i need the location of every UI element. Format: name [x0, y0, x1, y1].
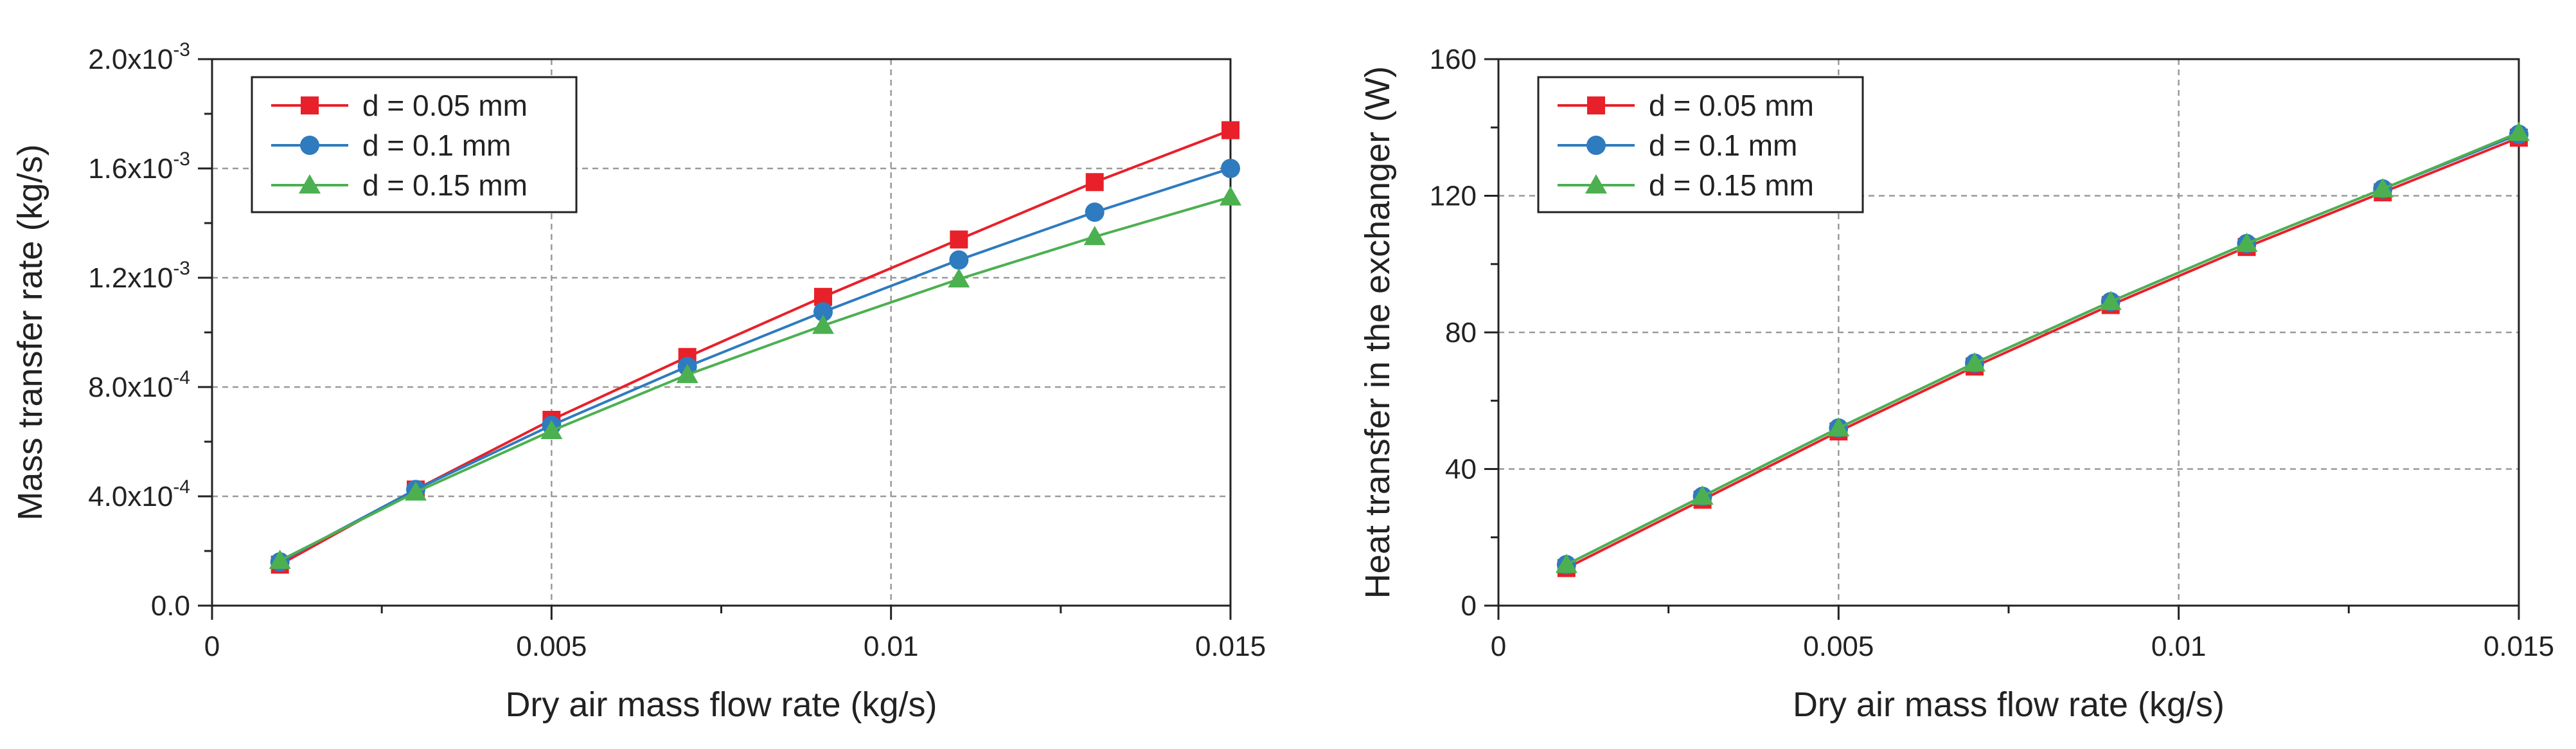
- data-point: [1085, 173, 1104, 192]
- y-tick-mantissa: 80: [1445, 317, 1477, 348]
- y-tick-mantissa: 4.0x10: [88, 481, 173, 512]
- data-point: [405, 481, 427, 501]
- data-point: [1220, 186, 1241, 206]
- y-tick-label: 4.0x10-4: [88, 476, 190, 512]
- data-point: [948, 268, 970, 288]
- y-tick-mantissa: 8.0x10: [88, 372, 173, 403]
- legend-label: d = 0.1 mm: [1649, 129, 1797, 162]
- data-point: [2099, 291, 2122, 311]
- y-tick-label: 2.0x10-3: [88, 39, 190, 75]
- y-tick-mantissa: 0.0: [151, 590, 190, 622]
- legend-marker: [301, 96, 319, 114]
- mass-transfer-chart: 0 0.005 0.01 0.0150.04.0x10-48.0x10-41.2x10…: [11, 39, 1266, 724]
- data-point: [813, 302, 833, 322]
- y-tick-label: 0: [1461, 590, 1477, 622]
- data-point: [1221, 159, 1240, 178]
- data-point: [1827, 417, 1850, 437]
- y-tick-mantissa: 1.6x10: [88, 153, 173, 185]
- legend-label: d = 0.1 mm: [362, 129, 511, 162]
- y-tick-label: 160: [1430, 44, 1477, 75]
- y-tick-mantissa: 2.0x10: [88, 44, 173, 75]
- x-tick-label: 0.005: [516, 631, 587, 662]
- y-tick-mantissa: 1.2x10: [88, 262, 173, 294]
- legend-marker: [1586, 136, 1606, 155]
- series-line: [279, 167, 1231, 563]
- data-point: [1964, 352, 1986, 372]
- legend-marker: [299, 174, 321, 194]
- y-tick-label: 1.6x10-3: [88, 149, 190, 185]
- y-tick-mantissa: 40: [1445, 454, 1477, 485]
- series-line: [279, 195, 1231, 562]
- y-tick-exponent: -4: [173, 476, 190, 498]
- series-line: [1565, 136, 2519, 570]
- y-tick-label: 0.0: [151, 590, 190, 622]
- data-point: [269, 549, 291, 569]
- x-tick-label: 0.015: [2483, 631, 2554, 662]
- y-axis-title: Heat transfer in the exchanger (W): [1358, 66, 1397, 599]
- data-point: [2508, 122, 2530, 141]
- y-tick-label: 40: [1445, 454, 1477, 485]
- y-tick-mantissa: 0: [1461, 590, 1477, 622]
- data-point: [2235, 232, 2258, 252]
- legend-label: d = 0.15 mm: [1649, 168, 1814, 202]
- legend-marker: [1587, 96, 1605, 114]
- legend: d = 0.05 mm d = 0.1 mm d = 0.15 mm: [251, 76, 578, 213]
- data-point: [949, 250, 969, 270]
- y-tick-label: 80: [1445, 317, 1477, 348]
- legend: d = 0.05 mm d = 0.1 mm d = 0.15 mm: [1537, 76, 1864, 213]
- x-axis-title: Dry air mass flow rate (kg/s): [1793, 685, 2225, 724]
- data-point: [1691, 485, 1714, 505]
- data-point: [1221, 121, 1239, 140]
- data-point: [1085, 203, 1105, 222]
- legend-label: d = 0.15 mm: [362, 168, 528, 202]
- data-point: [2372, 177, 2394, 197]
- legend-marker: [300, 136, 319, 155]
- y-tick-label: 8.0x10-4: [88, 367, 190, 403]
- x-tick-label: 0.01: [864, 631, 919, 662]
- x-tick-label: 0: [1491, 631, 1506, 662]
- data-point: [1555, 554, 1577, 573]
- x-tick-label: 0.01: [2151, 631, 2207, 662]
- x-tick-label: 0.015: [1195, 631, 1266, 662]
- y-axis-title: Mass transfer rate (kg/s): [11, 144, 49, 520]
- y-tick-exponent: -3: [173, 149, 190, 170]
- data-point: [812, 314, 834, 334]
- legend-marker: [1585, 174, 1607, 194]
- legend-label: d = 0.05 mm: [362, 89, 528, 122]
- y-tick-label: 1.2x10-3: [88, 258, 190, 294]
- data-point: [950, 230, 968, 249]
- data-point: [676, 363, 698, 383]
- y-tick-label: 120: [1430, 181, 1477, 212]
- legend-label: d = 0.05 mm: [1649, 89, 1814, 122]
- y-tick-exponent: -3: [173, 39, 190, 60]
- y-tick-mantissa: 160: [1430, 44, 1477, 75]
- y-tick-mantissa: 120: [1430, 181, 1477, 212]
- x-tick-label: 0: [204, 631, 220, 662]
- series-line: [1565, 131, 2519, 566]
- y-tick-exponent: -3: [173, 258, 190, 279]
- x-axis-title: Dry air mass flow rate (kg/s): [505, 685, 937, 724]
- heat-transfer-chart: 0 0.005 0.01 0.015 0 40 80 120 160 Dry air mass f…: [1358, 44, 2554, 724]
- data-point: [540, 420, 563, 439]
- y-tick-exponent: -4: [173, 367, 190, 388]
- data-point: [1083, 226, 1106, 246]
- x-tick-label: 0.005: [1803, 631, 1874, 662]
